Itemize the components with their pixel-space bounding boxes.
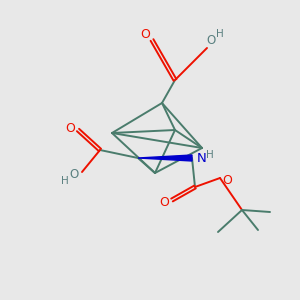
- Text: H: H: [61, 176, 69, 186]
- Text: O: O: [159, 196, 169, 208]
- Text: O: O: [65, 122, 75, 134]
- Polygon shape: [138, 155, 192, 161]
- Text: H: H: [206, 150, 214, 160]
- Text: N: N: [197, 152, 207, 164]
- Text: O: O: [69, 169, 79, 182]
- Text: O: O: [206, 34, 216, 47]
- Text: O: O: [222, 173, 232, 187]
- Text: H: H: [216, 29, 224, 39]
- Text: O: O: [140, 28, 150, 41]
